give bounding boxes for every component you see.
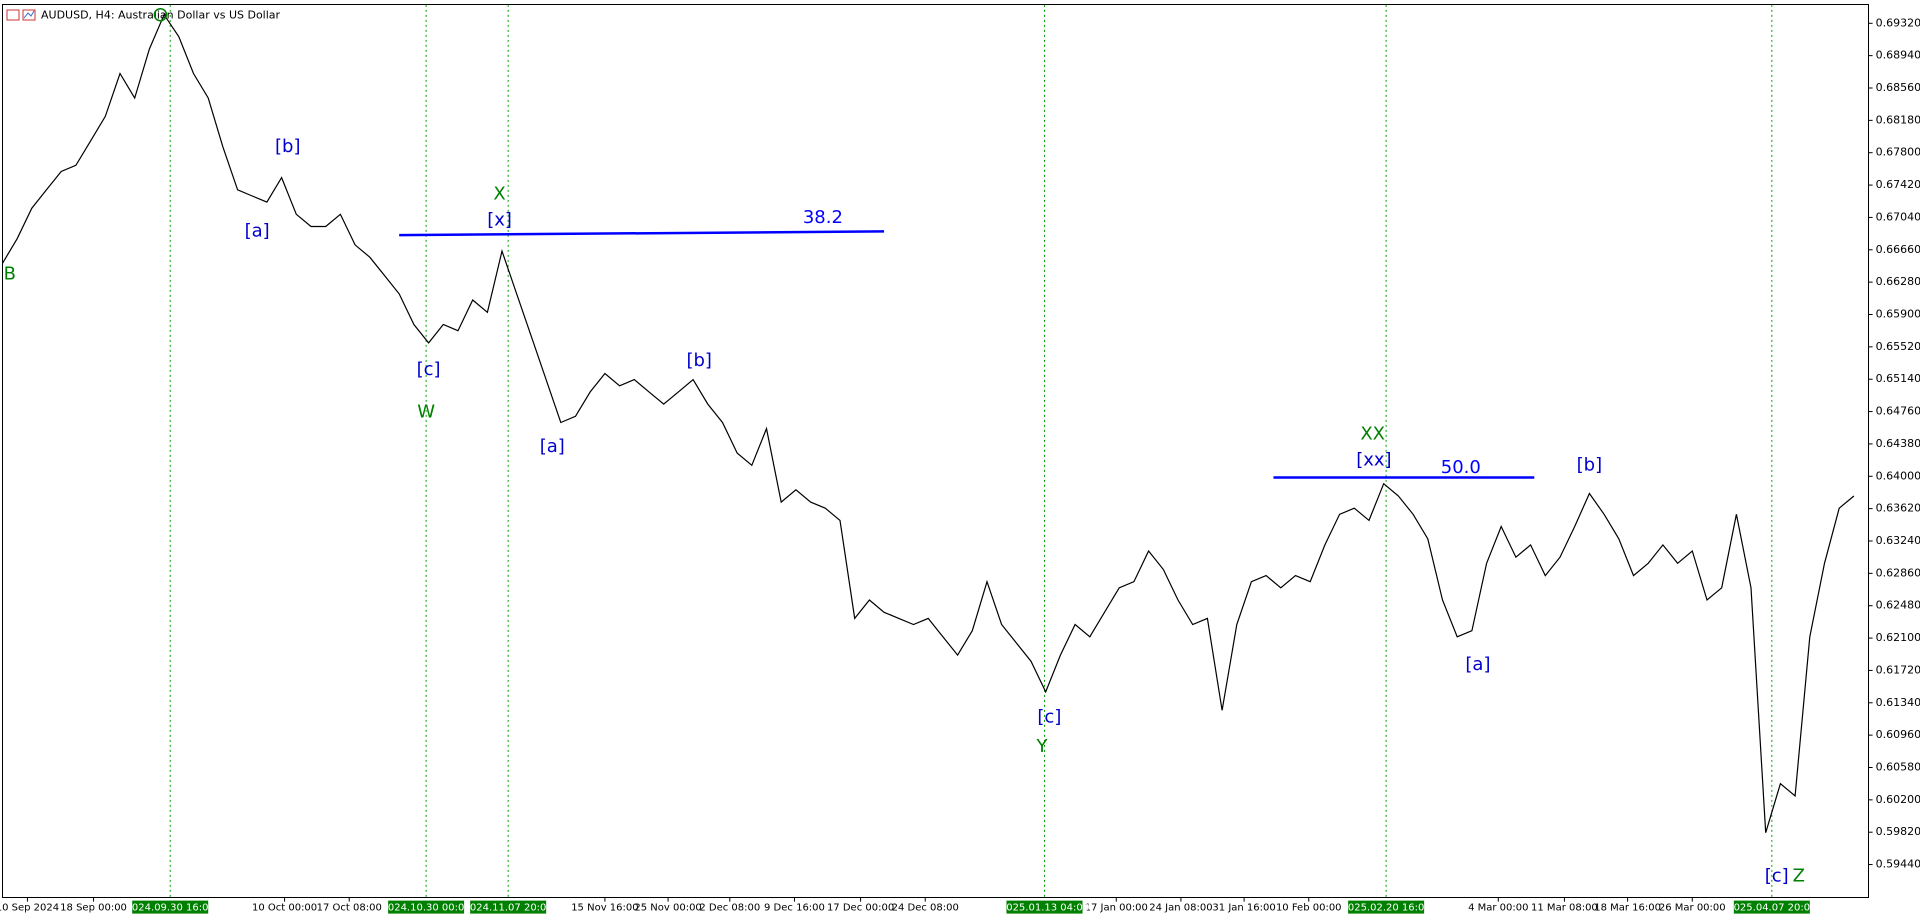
- x-tick-label: 31 Jan 16:00: [1212, 903, 1275, 914]
- marker-label-bg: [1733, 900, 1810, 914]
- x-tick-label: 10 Oct 00:00: [252, 903, 317, 914]
- wave-label: Z: [1793, 866, 1805, 887]
- x-tick-label: 17 Jan 00:00: [1085, 903, 1148, 914]
- marker-label: 2025.04.07 20:00: [1727, 903, 1816, 914]
- x-tick-label: 15 Nov 16:00: [571, 903, 638, 914]
- x-tick-label: 10 Feb 00:00: [1276, 903, 1342, 914]
- x-tick-label: 17 Dec 00:00: [827, 903, 894, 914]
- subwave-label: [c]: [1765, 866, 1789, 887]
- title-icons: [6, 9, 36, 21]
- y-tick-label: 0.62480: [1876, 599, 1920, 612]
- y-tick-label: 0.63240: [1876, 534, 1920, 547]
- subwave-label: [b]: [1577, 454, 1602, 475]
- x-tick-label: 24 Jan 08:00: [1149, 903, 1212, 914]
- marker-label: 2024.11.07 20:00: [464, 903, 553, 914]
- x-tick-label: 9 Dec 16:00: [764, 903, 825, 914]
- y-tick-label: 0.64760: [1876, 405, 1920, 418]
- plot-frame: [2, 4, 1869, 898]
- x-tick-label: 26 Mar 00:00: [1659, 903, 1726, 914]
- wave-label: X: [493, 184, 505, 205]
- x-tick-label: 11 Mar 08:00: [1531, 903, 1598, 914]
- fib-label: 50.0: [1441, 457, 1481, 478]
- y-tick-label: 0.59820: [1876, 825, 1920, 838]
- subwave-label: [c]: [1037, 707, 1061, 728]
- marker-label-bg: [132, 900, 209, 914]
- y-tick-label: 0.69320: [1876, 16, 1920, 29]
- subwave-label: [a]: [245, 220, 270, 241]
- subwave-label: [c]: [417, 359, 441, 380]
- marker-label: 2024.09.30 16:00: [126, 903, 215, 914]
- y-tick-label: 0.68560: [1876, 81, 1920, 94]
- wave-label: XX: [1360, 424, 1385, 445]
- y-tick-label: 0.62860: [1876, 566, 1920, 579]
- x-tick-label: 2 Dec 08:00: [699, 903, 760, 914]
- y-tick-label: 0.67040: [1876, 210, 1920, 223]
- y-tick-label: 0.65140: [1876, 372, 1920, 385]
- subwave-label: [a]: [1465, 654, 1490, 675]
- y-tick-label: 0.64000: [1876, 469, 1920, 482]
- y-tick-label: 0.59440: [1876, 858, 1920, 871]
- subwave-label: [b]: [275, 136, 300, 157]
- x-tick-label: 18 Mar 16:00: [1594, 903, 1661, 914]
- y-tick-label: 0.68940: [1876, 49, 1920, 62]
- price-line: [1, 13, 1855, 833]
- y-tick-label: 0.60960: [1876, 728, 1920, 741]
- peak-marker: [153, 7, 168, 22]
- icon: [22, 9, 36, 21]
- x-tick-label: 4 Mar 00:00: [1468, 903, 1528, 914]
- x-tick-label: 17 Oct 08:00: [317, 903, 382, 914]
- icon: [23, 10, 35, 19]
- y-tick-label: 0.60200: [1876, 793, 1920, 806]
- wave-label: W: [417, 402, 435, 423]
- x-tick-label: 25 Nov 00:00: [634, 903, 701, 914]
- marker-label-bg: [470, 900, 547, 914]
- marker-label-bg: [388, 900, 465, 914]
- fib-label: 38.2: [803, 207, 843, 228]
- wave-label: Y: [1036, 736, 1049, 757]
- marker-label-bg: [1006, 900, 1083, 914]
- y-tick-label: 0.64380: [1876, 437, 1920, 450]
- subwave-label: [xx]: [1356, 449, 1391, 470]
- chart-title: AUDUSD, H4: Australian Dollar vs US Doll…: [41, 9, 281, 22]
- y-tick-label: 0.63620: [1876, 502, 1920, 515]
- y-tick-label: 0.66280: [1876, 275, 1920, 288]
- y-tick-label: 0.62100: [1876, 631, 1920, 644]
- marker-label: 2025.02.20 16:00: [1341, 903, 1430, 914]
- y-tick-label: 0.66660: [1876, 243, 1920, 256]
- y-tick-label: 0.60580: [1876, 760, 1920, 773]
- x-tick-label: 18 Sep 00:00: [60, 903, 127, 914]
- marker-label: 2025.01.13 04:00: [1000, 903, 1089, 914]
- marker-label-bg: [1348, 900, 1425, 914]
- x-tick-label: 24 Dec 08:00: [892, 903, 959, 914]
- wave-label: B: [4, 263, 16, 284]
- subwave-label: [x]: [487, 209, 512, 230]
- y-tick-label: 0.67800: [1876, 146, 1920, 159]
- subwave-label: [b]: [686, 350, 711, 371]
- y-tick-label: 0.65900: [1876, 308, 1920, 321]
- subwave-label: [a]: [540, 436, 565, 457]
- icon: [6, 9, 20, 21]
- y-tick-label: 0.61340: [1876, 696, 1920, 709]
- y-tick-label: 0.67420: [1876, 178, 1920, 191]
- fib-level: [399, 230, 885, 237]
- y-tick-label: 0.68180: [1876, 113, 1920, 126]
- y-tick-label: 0.65520: [1876, 340, 1920, 353]
- y-tick-label: 0.61720: [1876, 663, 1920, 676]
- x-tick-label: 10 Sep 2024: [0, 903, 59, 914]
- marker-label: 2024.10.30 00:00: [381, 903, 470, 914]
